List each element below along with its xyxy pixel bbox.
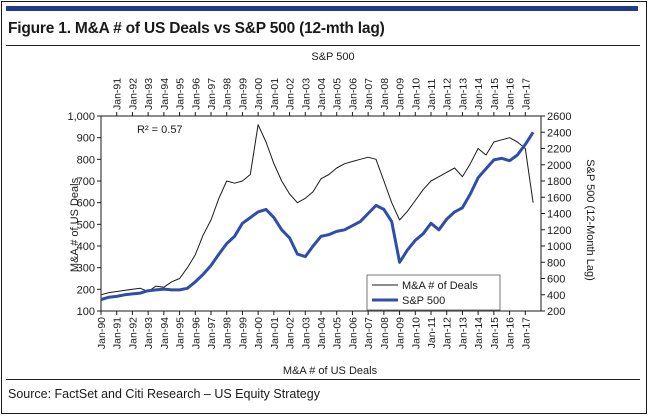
x-bottom-tick-label: Jan-94 (159, 317, 171, 349)
r-squared-annotation: R² = 0.57 (137, 124, 183, 136)
x-bottom-tick-label: Jan-08 (379, 317, 391, 349)
x-top-tick-label: Jan-12 (442, 78, 454, 110)
y-right-tick-label: 200 (547, 306, 565, 318)
y-right-tick-label: 1000 (547, 241, 571, 253)
x-top-tick-label: Jan-09 (395, 78, 407, 110)
x-bottom-tick-label: Jan-07 (363, 317, 375, 349)
x-bottom-tick-label: Jan-01 (269, 317, 281, 349)
x-top-tick-label: Jan-91 (112, 78, 124, 110)
x-bottom-tick-label: Jan-91 (112, 317, 124, 349)
y-right-tick-label: 400 (547, 290, 565, 302)
y-right-tick-label: 1600 (547, 192, 571, 204)
y-right-tick-label: 2600 (547, 111, 571, 123)
x-top-tick-label: Jan-01 (269, 78, 281, 110)
x-top-tick-label: Jan-03 (300, 78, 312, 110)
top-axis-title: S&P 500 (311, 51, 354, 63)
accent-bar (6, 6, 638, 11)
y-left-tick-label: 600 (77, 198, 95, 210)
y-right-tick-label: 1800 (547, 176, 571, 188)
x-top-tick-label: Jan-06 (347, 78, 359, 110)
x-bottom-tick-label: Jan-10 (410, 317, 422, 349)
x-top-tick-label: Jan-05 (332, 78, 344, 110)
legend-label-sp500: S&P 500 (402, 295, 445, 307)
legend-label-deals: M&A # of Deals (402, 280, 478, 292)
x-top-tick-label: Jan-97 (206, 78, 218, 110)
title-rule (6, 45, 640, 46)
x-bottom-tick-label: Jan-93 (143, 317, 155, 349)
figure-title: Figure 1. M&A # of US Deals vs S&P 500 (… (8, 20, 385, 37)
x-top-tick-label: Jan-92 (127, 78, 139, 110)
x-bottom-tick-label: Jan-13 (457, 317, 469, 349)
series-line-deals (100, 124, 534, 296)
x-top-tick-label: Jan-04 (316, 78, 328, 110)
x-top-tick-label: Jan-13 (457, 78, 469, 110)
x-bottom-tick-label: Jan-05 (332, 317, 344, 349)
y-left-tick-label: 900 (77, 133, 95, 145)
y-axis-right-label: S&P 500 (12-Month Lag) (584, 159, 596, 280)
y-right-tick-label: 1400 (547, 209, 571, 221)
x-bottom-tick-label: Jan-97 (206, 317, 218, 349)
x-top-tick-label: Jan-02 (285, 78, 297, 110)
x-bottom-tick-label: Jan-12 (442, 317, 454, 349)
x-bottom-tick-label: Jan-92 (127, 317, 139, 349)
source-note: Source: FactSet and Citi Research – US E… (8, 387, 320, 401)
x-top-tick-label: Jan-17 (520, 78, 532, 110)
x-bottom-tick-label: Jan-96 (190, 317, 202, 349)
x-axis-label: M&A # of US Deals (283, 365, 378, 377)
x-top-tick-label: Jan-94 (159, 78, 171, 110)
x-top-tick-label: Jan-11 (426, 79, 438, 110)
x-top-tick-label: Jan-96 (190, 78, 202, 110)
x-top-tick-label: Jan-14 (473, 78, 485, 110)
x-bottom-tick-label: Jan-98 (222, 317, 234, 349)
x-bottom-tick-label: Jan-99 (237, 317, 249, 349)
x-top-tick-label: Jan-08 (379, 78, 391, 110)
x-bottom-tick-label: Jan-02 (285, 317, 297, 349)
x-top-tick-label: Jan-15 (489, 78, 501, 110)
source-rule (6, 379, 640, 380)
series-line-sp500 (100, 131, 535, 302)
x-bottom-tick-label: Jan-04 (316, 317, 328, 349)
y-right-tick-label: 2000 (547, 160, 571, 172)
y-left-tick-label: 200 (77, 284, 95, 296)
y-right-tick-label: 800 (547, 257, 565, 269)
x-bottom-tick-label: Jan-95 (175, 317, 187, 349)
y-left-tick-label: 500 (77, 219, 95, 231)
x-top-tick-label: Jan-16 (505, 78, 517, 110)
legend-box (366, 274, 501, 311)
x-bottom-tick-label: Jan-90 (96, 317, 108, 349)
x-bottom-tick-label: Jan-09 (395, 317, 407, 349)
y-left-tick-label: 700 (77, 176, 95, 188)
y-axis-left-label: M&A # of US Deals (69, 177, 81, 272)
y-left-tick-label: 1,000 (67, 111, 95, 123)
x-top-tick-label: Jan-07 (363, 78, 375, 110)
x-bottom-tick-label: Jan-03 (300, 317, 312, 349)
x-bottom-tick-label: Jan-17 (520, 317, 532, 349)
y-right-tick-label: 1200 (547, 225, 571, 237)
x-bottom-tick-label: Jan-14 (473, 317, 485, 349)
legend: M&A # of Deals S&P 500 (366, 274, 501, 311)
x-top-tick-label: Jan-10 (410, 78, 422, 110)
x-bottom-tick-label: Jan-16 (505, 317, 517, 349)
x-bottom-tick-label: Jan-06 (347, 317, 359, 349)
x-top-tick-label: Jan-00 (253, 78, 265, 110)
x-bottom-tick-label: Jan-15 (489, 317, 501, 349)
y-right-tick-label: 2400 (547, 127, 571, 139)
y-right-tick-label: 2200 (547, 144, 571, 156)
y-right-tick-label: 600 (547, 274, 565, 286)
x-top-tick-label: Jan-99 (237, 78, 249, 110)
y-left-tick-label: 300 (77, 263, 95, 275)
x-top-tick-label: Jan-98 (222, 78, 234, 110)
y-left-tick-label: 100 (77, 306, 95, 318)
y-left-tick-label: 400 (77, 241, 95, 253)
x-bottom-tick-label: Jan-00 (253, 317, 265, 349)
y-left-tick-label: 800 (77, 154, 95, 166)
x-top-tick-label: Jan-95 (175, 78, 187, 110)
x-bottom-tick-label: Jan-11 (426, 317, 438, 348)
x-top-tick-label: Jan-93 (143, 78, 155, 110)
